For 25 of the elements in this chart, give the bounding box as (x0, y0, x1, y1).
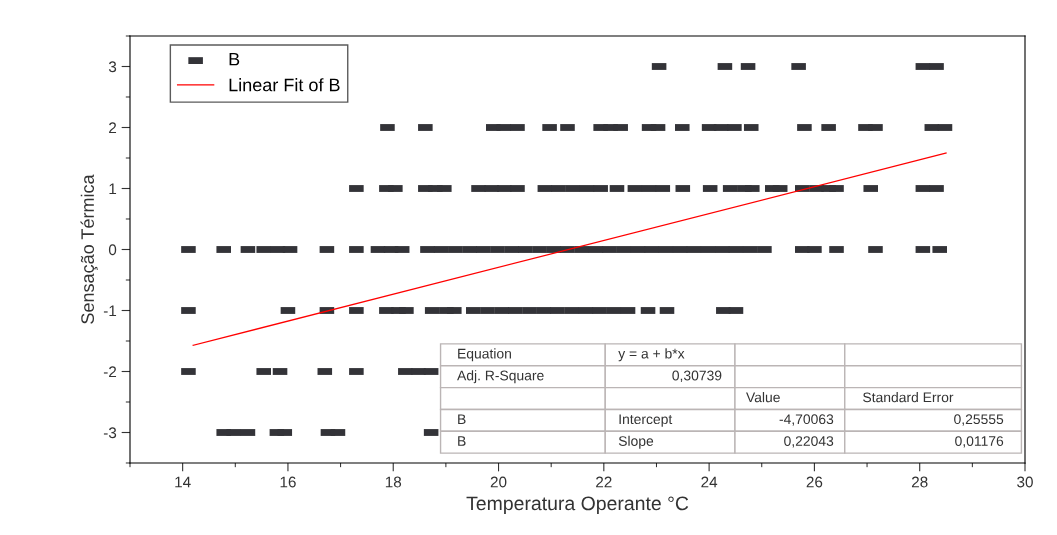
x-tick-label: 16 (280, 476, 296, 488)
y-tick-label: 3 (108, 61, 117, 73)
x-tick-label: 28 (911, 476, 928, 488)
x-tick-label: 30 (1017, 476, 1033, 488)
x-tick-label: 24 (701, 476, 718, 488)
x-tick-label: 20 (490, 476, 507, 488)
x-tick-label: 22 (596, 476, 612, 488)
y-tick-label: -1 (103, 305, 117, 317)
y-tick-label: 2 (109, 122, 117, 134)
x-axis-title: Temperatura Operante °C (466, 496, 689, 515)
text: B Intercept -4,70063 0,25555 (458, 414, 1004, 427)
legend-label: Linear Fit of B (229, 78, 340, 92)
text: Value Standard Error (746, 392, 954, 403)
x-tick-label: 18 (385, 476, 402, 488)
y-tick-label: -3 (103, 427, 117, 439)
text: B Slope 0,22043 0,01176 (458, 435, 1004, 449)
y-tick-label: 0 (108, 244, 117, 256)
y-tick-label: -2 (103, 366, 117, 378)
x-tick-label: 26 (806, 476, 823, 488)
x-tick-label: 14 (175, 476, 191, 488)
text: Adj. R-Square 0,30739 (457, 370, 722, 384)
legend-label: B (229, 52, 240, 66)
y-tick-label: 1 (109, 183, 117, 195)
y-axis-title: Sensação Térmica (80, 174, 98, 324)
text: Equation y = a + b*x (458, 348, 685, 362)
